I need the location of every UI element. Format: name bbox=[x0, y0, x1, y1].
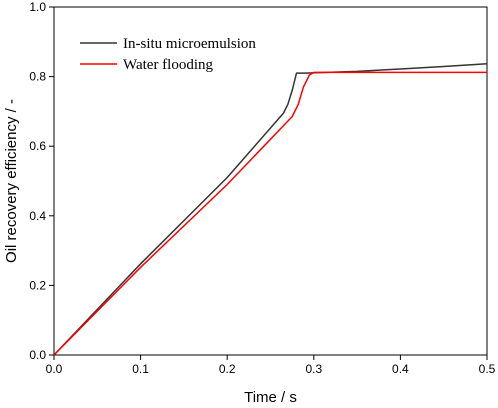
series-line-water-flooding bbox=[53, 71, 487, 356]
x-axis-title: Time / s bbox=[244, 389, 297, 406]
series-line-in-situ-microemulsion bbox=[53, 62, 488, 356]
y-tick-label: 0.0 bbox=[29, 348, 46, 362]
x-tick-label: 0.0 bbox=[46, 362, 63, 376]
y-tick-label: 0.8 bbox=[29, 70, 46, 84]
legend-label: Water flooding bbox=[123, 57, 214, 73]
x-tick-label: 0.1 bbox=[132, 362, 149, 376]
x-tick-label: 0.3 bbox=[305, 362, 322, 376]
y-tick-label: 0.2 bbox=[29, 278, 46, 292]
plot-frame bbox=[53, 6, 488, 356]
y-axis-title: Oil recovery efficiency / - bbox=[3, 99, 20, 263]
legend-label: In-situ microemulsion bbox=[123, 36, 256, 52]
y-tick-label: 1.0 bbox=[29, 0, 46, 14]
y-tick-label: 0.6 bbox=[29, 139, 46, 153]
x-tick-label: 0.4 bbox=[392, 362, 409, 376]
y-tick-label: 0.4 bbox=[29, 209, 46, 223]
x-tick-label: 0.5 bbox=[479, 362, 496, 376]
x-tick-label: 0.2 bbox=[219, 362, 236, 376]
